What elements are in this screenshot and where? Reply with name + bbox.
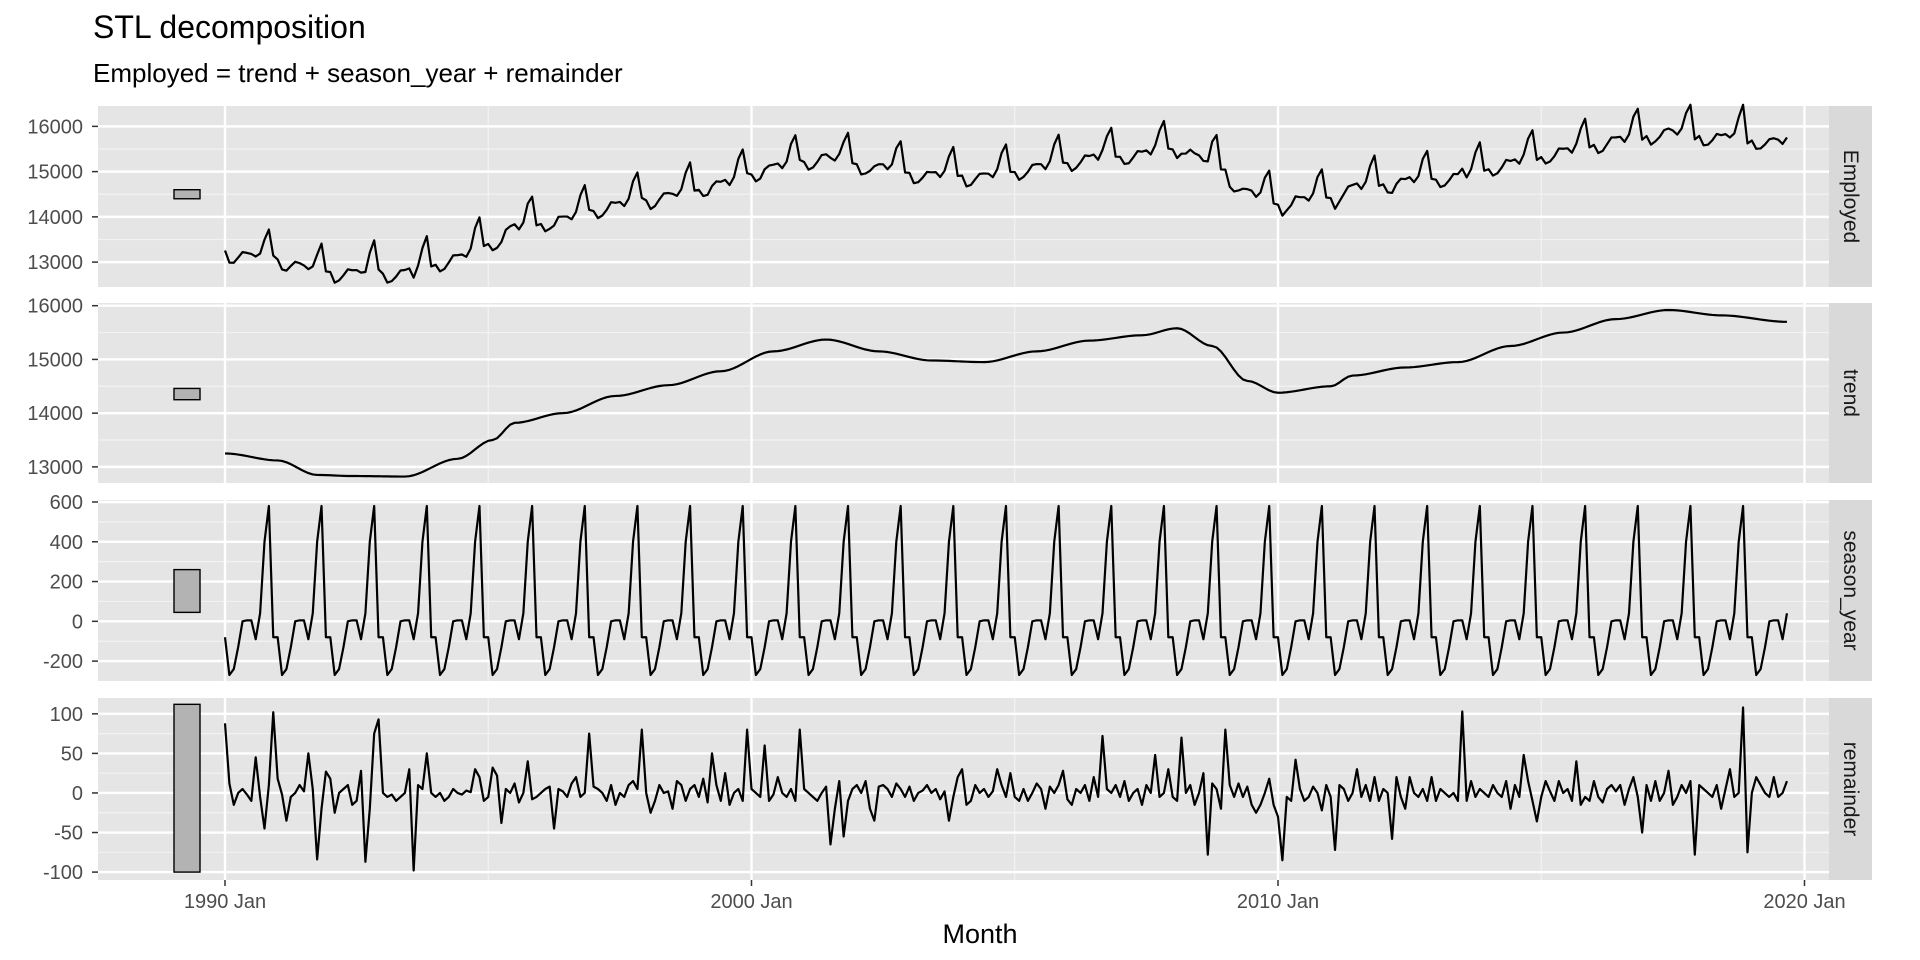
x-axis: 1990 Jan 2000 Jan 2010 Jan 2020 Jan — [184, 880, 1846, 913]
y-tick-label: 16000 — [27, 116, 83, 138]
chart-subtitle: Employed = trend + season_year + remaind… — [93, 58, 623, 88]
y-tick-label: 200 — [50, 572, 83, 594]
panel-remainder: -100 -50 0 50 100 remainder — [43, 698, 1872, 884]
panel-background — [98, 303, 1829, 483]
y-tick-label: 600 — [50, 492, 83, 514]
y-tick-label: 0 — [72, 783, 83, 805]
x-tick-label: 2000 Jan — [710, 891, 792, 913]
x-tick-label: 1990 Jan — [184, 891, 266, 913]
scale-bar — [173, 189, 201, 200]
y-tick-label: -50 — [54, 823, 83, 845]
y-tick-label: 100 — [50, 704, 83, 726]
y-tick-label: 14000 — [27, 403, 83, 425]
panel-trend: 13000 14000 15000 16000 trend — [27, 296, 1872, 483]
series-line-season_year — [223, 504, 1789, 677]
facet-strip-label: Employed — [1839, 150, 1862, 243]
x-tick-label: 2020 Jan — [1763, 891, 1845, 913]
y-tick-label: -200 — [43, 651, 83, 673]
facet-strip — [1829, 106, 1872, 287]
y-tick-label: 15000 — [27, 349, 83, 371]
y-tick-label: 0 — [72, 611, 83, 633]
series-line-remainder — [223, 706, 1788, 872]
y-tick-label: 13000 — [27, 252, 83, 274]
panel-background — [98, 106, 1829, 287]
x-axis-title: Month — [942, 919, 1017, 949]
series-line-trend — [224, 308, 1787, 478]
facet-strip-label: trend — [1839, 369, 1862, 417]
y-tick-label: -100 — [43, 862, 83, 884]
facet-panels: 13000 14000 15000 16000 Employed 13000 14000 15… — [27, 103, 1872, 884]
facet-strip-label: remainder — [1839, 742, 1862, 837]
scale-bar — [173, 703, 201, 873]
facet-strip — [1829, 500, 1872, 681]
x-tick-label: 2010 Jan — [1237, 891, 1319, 913]
y-tick-label: 16000 — [27, 296, 83, 318]
y-tick-label: 400 — [50, 532, 83, 554]
panel-Employed: 13000 14000 15000 16000 Employed — [27, 103, 1872, 287]
y-tick-label: 15000 — [27, 162, 83, 184]
facet-strip — [1829, 303, 1872, 483]
facet-strip — [1829, 698, 1872, 880]
chart-title: STL decomposition — [93, 9, 366, 45]
scale-bar — [173, 568, 201, 614]
y-tick-label: 14000 — [27, 207, 83, 229]
scale-bar — [173, 387, 201, 401]
y-tick-label: 50 — [61, 743, 83, 765]
series-line-Employed — [223, 103, 1788, 284]
facet-strip-label: season_year — [1839, 530, 1862, 650]
y-tick-label: 13000 — [27, 457, 83, 479]
panel-season_year: -200 0 200 400 600 season_year — [43, 492, 1872, 681]
